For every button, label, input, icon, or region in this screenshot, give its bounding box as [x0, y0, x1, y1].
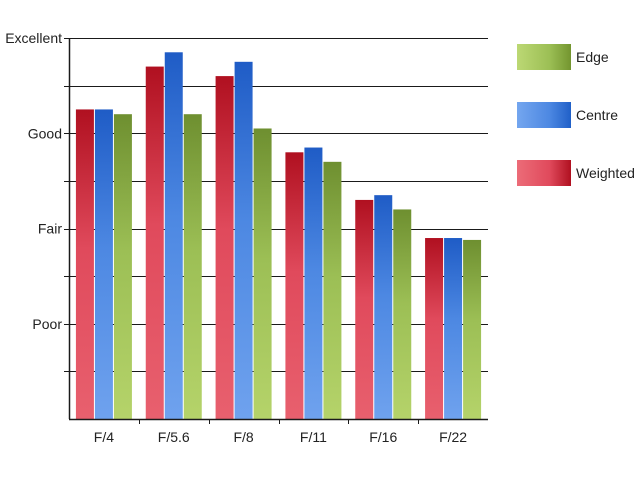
bar-centre-f-4	[94, 109, 113, 419]
bar-centre-f-16	[374, 195, 393, 419]
legend-label-centre: Centre	[576, 107, 618, 123]
bar-weighted-f-22	[425, 238, 444, 419]
bar-centre-f-11	[304, 147, 323, 419]
bar-weighted-f-11	[285, 152, 304, 420]
x-tick-label: F/11	[300, 429, 327, 445]
x-tick-label: F/16	[369, 429, 397, 445]
gridlines	[69, 38, 488, 372]
bar-weighted-f-16	[355, 199, 374, 419]
bar-weighted-f-8	[215, 76, 234, 419]
bar-edge-f-5-6	[183, 114, 202, 419]
legend-swatch-edge	[517, 44, 571, 70]
bar-edge-f-16	[393, 209, 412, 419]
y-tick-label: Poor	[32, 316, 62, 332]
x-tick-label: F/22	[439, 429, 467, 445]
legend: Edge Centre Weighted	[517, 44, 635, 186]
legend-label-edge: Edge	[576, 49, 609, 65]
x-tick-label: F/5.6	[158, 429, 190, 445]
y-tick-label: Fair	[38, 221, 62, 237]
legend-swatch-weighted	[517, 160, 571, 186]
bar-edge-f-22	[463, 239, 482, 419]
bars	[75, 52, 482, 420]
bar-edge-f-8	[253, 128, 272, 420]
bar-weighted-f-5-6	[145, 66, 164, 419]
x-tick-label: F/8	[233, 429, 253, 445]
axes: Poor Fair Good Excellent F/4 F/5.6 F/8 F/11 F/16…	[5, 30, 488, 445]
bar-weighted-f-4	[75, 109, 94, 419]
bar-centre-f-8	[234, 61, 253, 419]
legend-swatch-centre	[517, 102, 571, 128]
bar-centre-f-5-6	[164, 52, 183, 419]
bar-edge-f-11	[323, 161, 342, 419]
x-tick-label: F/4	[94, 429, 114, 445]
y-tick-label: Good	[28, 125, 62, 141]
bar-edge-f-4	[113, 114, 132, 419]
bar-centre-f-22	[444, 238, 463, 419]
y-tick-label: Excellent	[5, 30, 62, 46]
legend-label-weighted: Weighted	[576, 165, 635, 181]
